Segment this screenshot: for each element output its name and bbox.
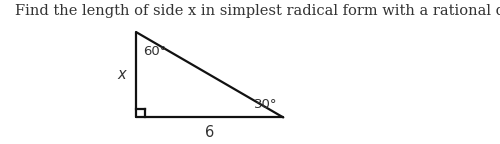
Text: Find the length of side x in simplest radical form with a rational denominator.: Find the length of side x in simplest ra… xyxy=(15,4,500,18)
Text: 6: 6 xyxy=(205,125,214,140)
Text: 60°: 60° xyxy=(143,45,167,58)
Text: x: x xyxy=(118,67,126,82)
Text: 30°: 30° xyxy=(254,98,278,111)
